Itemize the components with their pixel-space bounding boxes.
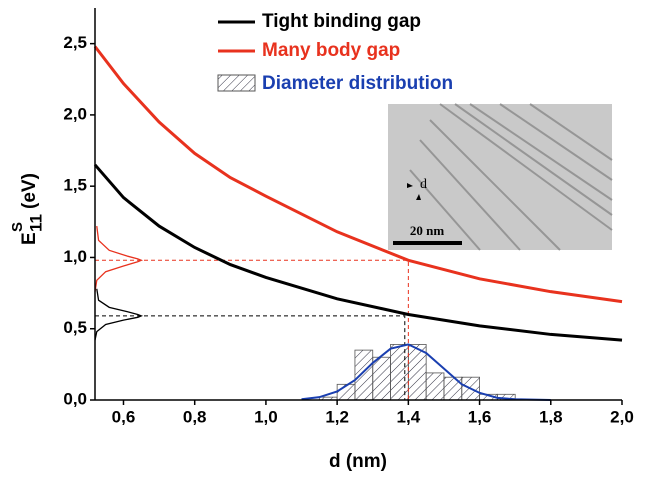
x-tick-label: 1,0 bbox=[254, 407, 278, 426]
inset-label: d bbox=[420, 177, 427, 192]
y-tick-label: 0,5 bbox=[63, 318, 87, 337]
x-tick-label: 1,6 bbox=[468, 407, 492, 426]
x-tick-label: 1,4 bbox=[397, 407, 421, 426]
y-axis-label: E 11 S (eV) bbox=[9, 173, 46, 245]
legend-label: Many body gap bbox=[262, 40, 400, 61]
y-tick-label: 2,0 bbox=[63, 104, 87, 123]
y-tick-label: 1,0 bbox=[63, 247, 87, 266]
x-tick-label: 2,0 bbox=[610, 407, 634, 426]
y-label-unit: (eV) bbox=[19, 173, 40, 209]
guide-line bbox=[95, 315, 406, 400]
series-line bbox=[93, 163, 623, 342]
x-tick-label: 0,6 bbox=[112, 407, 136, 426]
histogram-bar bbox=[354, 349, 374, 401]
histogram-bar bbox=[425, 372, 445, 401]
x-tick-label: 1,8 bbox=[539, 407, 563, 426]
histogram-bar bbox=[390, 344, 409, 401]
y-label-sub: 11 bbox=[26, 214, 45, 232]
projection-curve bbox=[94, 288, 144, 341]
scale-bar-label: 20 nm bbox=[410, 223, 444, 238]
y-label-sup: S bbox=[9, 222, 26, 232]
x-tick-label: 1,2 bbox=[325, 407, 349, 426]
series-line bbox=[93, 45, 623, 304]
inset-image bbox=[388, 103, 613, 251]
y-label-main: E bbox=[19, 232, 40, 245]
guide-line bbox=[95, 259, 409, 400]
x-tick-label: 0,8 bbox=[183, 407, 207, 426]
legend-label: Diameter distribution bbox=[262, 73, 453, 94]
y-tick-label: 1,5 bbox=[63, 176, 87, 195]
legend-label: Tight binding gap bbox=[262, 11, 421, 32]
histogram-bar bbox=[372, 356, 391, 401]
y-tick-label: 2,5 bbox=[63, 33, 87, 52]
legend-swatch bbox=[217, 74, 256, 92]
x-axis-label: d (nm) bbox=[329, 451, 387, 472]
y-tick-label: 0,0 bbox=[63, 389, 87, 408]
histogram-bar bbox=[443, 376, 463, 401]
projection-curve bbox=[94, 226, 144, 292]
fit-curve bbox=[301, 343, 551, 401]
